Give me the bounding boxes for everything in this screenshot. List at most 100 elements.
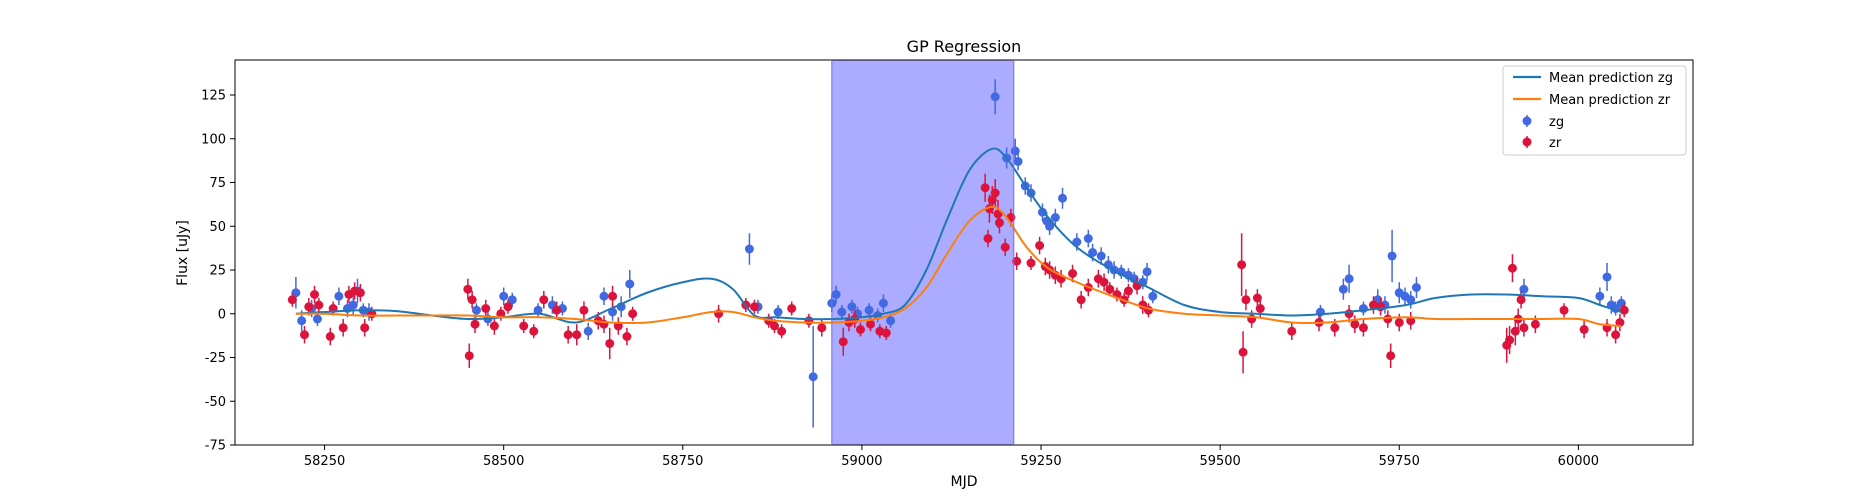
legend-point: [1522, 137, 1532, 147]
data-point: [628, 309, 638, 319]
data-point: [1505, 335, 1515, 345]
data-point: [773, 307, 783, 317]
data-point: [1559, 305, 1569, 315]
data-point: [1338, 284, 1348, 294]
legend-label: zr: [1549, 136, 1562, 151]
data-point: [579, 305, 589, 315]
data-point: [355, 288, 365, 298]
data-point: [314, 300, 324, 310]
data-point: [608, 291, 618, 301]
data-point: [1088, 248, 1098, 257]
data-point: [1602, 272, 1612, 282]
y-tick-label: -50: [205, 395, 226, 410]
data-point: [1387, 251, 1397, 261]
highlight-region: [831, 60, 1014, 445]
data-point: [994, 218, 1004, 228]
data-point: [291, 288, 301, 298]
y-axis: -75 -50 -25 0 25 50 75 100 125: [201, 89, 235, 454]
data-point: [287, 295, 297, 305]
series-line: [295, 205, 1622, 327]
data-point: [1000, 242, 1010, 252]
data-point: [489, 321, 499, 331]
y-tick-label: 125: [201, 89, 226, 104]
data-point: [1595, 291, 1605, 301]
y-tick-label: 25: [209, 264, 226, 279]
data-point: [837, 307, 847, 317]
data-point: [1287, 326, 1297, 336]
data-point: [1013, 157, 1023, 166]
data-point: [325, 332, 335, 341]
data-point: [866, 319, 876, 329]
data-point: [1516, 295, 1526, 305]
data-point: [1096, 251, 1106, 261]
y-tick-label: 100: [201, 132, 226, 147]
data-point: [1350, 319, 1360, 329]
data-point: [464, 351, 474, 361]
legend-box: [1502, 65, 1687, 156]
data-point: [1012, 256, 1022, 266]
data-point: [1255, 304, 1265, 313]
data-point: [334, 291, 344, 301]
data-point: [990, 188, 1000, 198]
data-point: [1615, 318, 1625, 327]
data-point: [787, 304, 797, 313]
data-point: [817, 323, 827, 333]
data-point: [1045, 221, 1055, 231]
data-point: [310, 290, 320, 299]
x-tick-label: 59250: [1020, 454, 1061, 469]
data-point: [1394, 318, 1404, 327]
data-point: [1099, 277, 1109, 287]
data-point: [990, 92, 1000, 102]
data-point: [1076, 295, 1086, 305]
data-point: [1507, 263, 1517, 273]
data-point: [831, 290, 841, 299]
x-tick-label: 59500: [1199, 454, 1240, 469]
data-point: [297, 316, 307, 326]
data-point: [552, 305, 562, 315]
legend-label: Mean prediction zg: [1549, 71, 1673, 86]
data-point: [886, 316, 896, 326]
plot-area: [234, 59, 1694, 446]
data-point: [481, 304, 491, 313]
data-point: [1368, 300, 1378, 310]
data-point: [881, 328, 891, 338]
data-point: [1519, 323, 1529, 333]
data-point: [1123, 286, 1133, 296]
data-point: [496, 309, 506, 319]
data-point: [847, 302, 857, 312]
x-axis-label: MJD: [951, 474, 978, 490]
data-point: [838, 337, 848, 347]
data-point: [878, 298, 888, 308]
legend-label: zg: [1549, 115, 1564, 130]
data-point: [1050, 213, 1060, 222]
data-point: [1530, 319, 1540, 329]
data-point: [1358, 304, 1368, 313]
y-tick-label: -25: [205, 351, 226, 366]
data-point: [348, 300, 358, 310]
legend-point: [1522, 116, 1532, 126]
data-point: [1411, 283, 1421, 292]
y-tick-label: 0: [218, 307, 226, 322]
data-point: [529, 326, 539, 336]
data-point: [1241, 295, 1251, 305]
series-zg: [291, 79, 1626, 428]
data-point: [1406, 295, 1416, 305]
data-point: [1579, 325, 1589, 334]
data-point: [519, 321, 529, 331]
data-point: [312, 314, 322, 324]
data-point: [1083, 234, 1093, 243]
data-point: [769, 321, 779, 331]
data-point: [804, 316, 814, 326]
x-tick-label: 59000: [841, 454, 882, 469]
chart-title: GP Regression: [907, 37, 1022, 56]
data-point: [1386, 351, 1396, 361]
data-point: [583, 326, 593, 336]
data-point: [499, 291, 509, 301]
data-point: [1142, 267, 1152, 277]
data-point: [1406, 316, 1416, 326]
data-point: [1068, 269, 1078, 278]
data-point: [1148, 291, 1158, 301]
data-point: [1105, 284, 1115, 294]
x-tick-label: 59750: [1379, 454, 1420, 469]
